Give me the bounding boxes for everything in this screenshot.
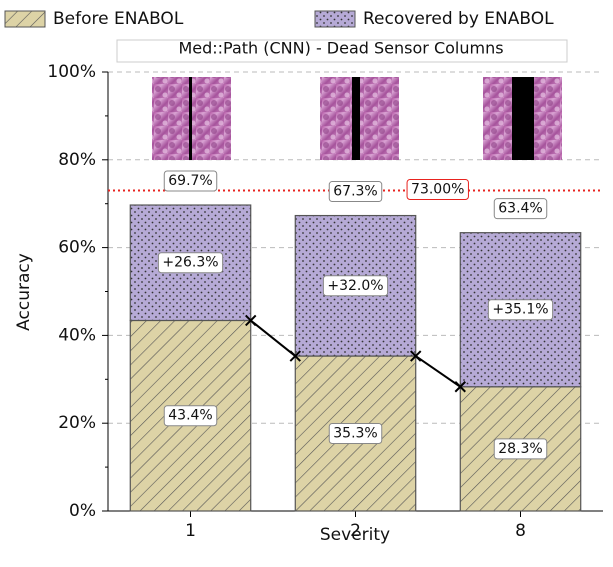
x-tick-label: 2 — [350, 521, 361, 541]
y-tick-label: 0% — [69, 501, 96, 521]
legend-label: Before ENABOL — [53, 9, 184, 29]
chart: Med::Path (CNN) - Dead Sensor Columns Se… — [0, 0, 613, 567]
dead-column — [189, 77, 192, 160]
value-label: 35.3% — [333, 426, 377, 442]
legend-swatch-pattern — [5, 11, 45, 27]
thumbnails — [152, 77, 562, 160]
y-tick-label: 80% — [58, 150, 96, 170]
x-tick-label: 8 — [515, 521, 526, 541]
y-tick-label: 60% — [58, 238, 96, 258]
value-label: 43.4% — [168, 408, 212, 424]
value-label: +35.1% — [492, 302, 548, 318]
total-label: 69.7% — [168, 173, 212, 189]
trend-line — [416, 356, 461, 387]
legend-swatch-pattern — [315, 11, 355, 27]
y-tick-label: 20% — [58, 413, 96, 433]
value-label: +32.0% — [327, 278, 383, 294]
chart-title: Med::Path (CNN) - Dead Sensor Columns — [178, 39, 503, 58]
y-axis-label: Accuracy — [14, 253, 34, 331]
legend-label: Recovered by ENABOL — [363, 9, 554, 29]
dead-column — [512, 77, 534, 160]
total-label: 67.3% — [333, 184, 377, 200]
x-tick-label: 1 — [185, 521, 196, 541]
dead-column — [352, 77, 360, 160]
y-tick-label: 40% — [58, 325, 96, 345]
value-label: 28.3% — [498, 441, 542, 457]
reference-label: 73.00% — [411, 182, 464, 198]
value-label: +26.3% — [162, 255, 218, 271]
y-tick-label: 100% — [47, 62, 96, 82]
total-label: 63.4% — [498, 201, 542, 217]
trend-line — [251, 320, 296, 356]
